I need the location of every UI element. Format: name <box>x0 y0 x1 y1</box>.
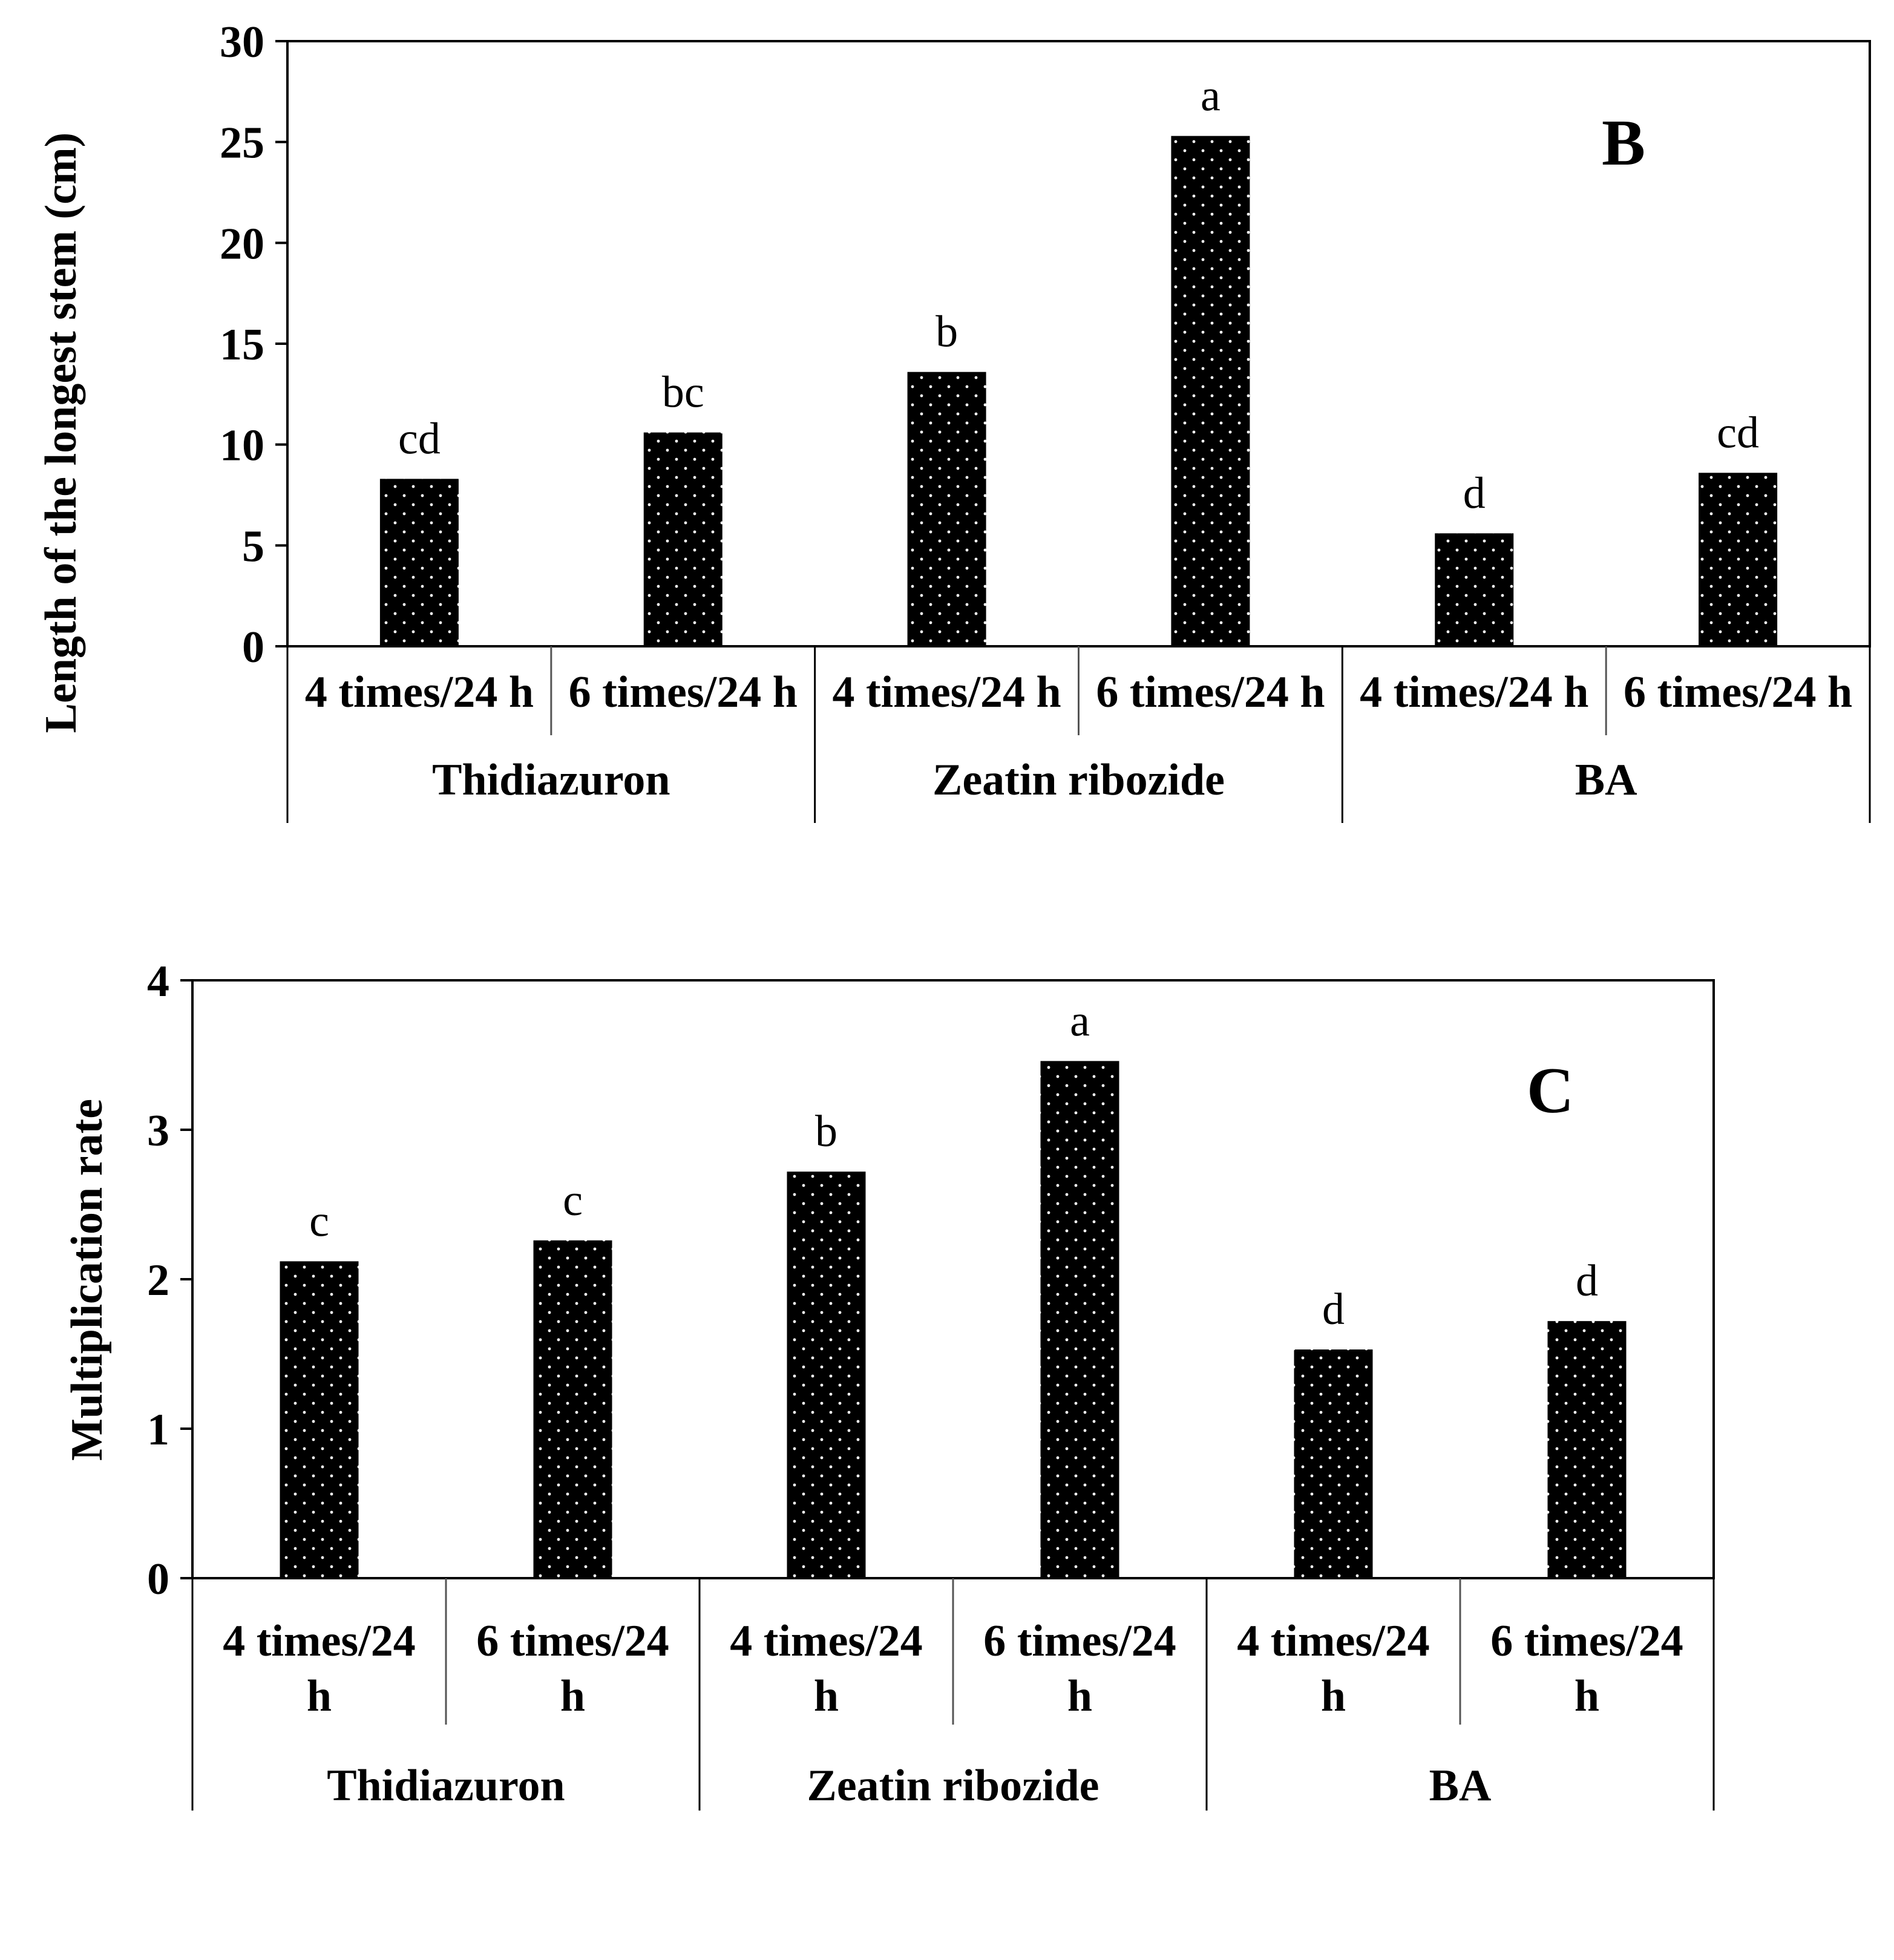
bar <box>533 1240 612 1578</box>
category-label: 6 times/24 <box>983 1616 1176 1666</box>
panel-label: B <box>1602 107 1645 179</box>
y-axis-title: Length of the longest stem (cm) <box>36 133 86 733</box>
category-label: h <box>1575 1671 1599 1721</box>
plot-frame <box>191 979 1715 1579</box>
y-tick-label: 30 <box>220 18 264 67</box>
bar <box>907 372 986 646</box>
y-axis-title: Multiplication rate <box>62 1099 112 1461</box>
significance-letter: a <box>1070 996 1090 1046</box>
group-label: Zeatin ribozide <box>932 755 1225 805</box>
y-tick-label: 0 <box>242 623 264 672</box>
bar <box>787 1172 866 1578</box>
significance-letter: b <box>936 307 958 357</box>
y-tick-label: 1 <box>147 1405 169 1455</box>
significance-letter: d <box>1576 1256 1598 1306</box>
bar <box>1040 1061 1119 1578</box>
category-label: 4 times/24 <box>730 1616 923 1666</box>
category-label: 6 times/24 h <box>1624 667 1852 717</box>
bar <box>1435 533 1514 646</box>
bar <box>1171 136 1250 646</box>
category-label: 4 times/24 <box>223 1616 416 1666</box>
group-label: BA <box>1575 755 1637 805</box>
group-label: Zeatin ribozide <box>807 1761 1099 1811</box>
significance-letter: d <box>1463 468 1486 518</box>
category-label: 6 times/24 h <box>569 667 798 717</box>
significance-letter: cd <box>1717 408 1759 457</box>
category-label: 4 times/24 h <box>832 667 1061 717</box>
group-label: Thidiazuron <box>432 755 670 805</box>
bar <box>643 432 723 646</box>
category-label: 4 times/24 h <box>305 667 534 717</box>
y-tick-label: 5 <box>242 522 264 571</box>
category-label: h <box>560 1671 585 1721</box>
panel-label: C <box>1527 1055 1574 1127</box>
y-tick-label: 4 <box>147 957 169 1006</box>
category-label: 6 times/24 <box>1490 1616 1683 1666</box>
y-tick-label: 3 <box>147 1106 169 1156</box>
bar <box>379 479 459 646</box>
category-label: 4 times/24 h <box>1360 667 1588 717</box>
bar <box>280 1261 359 1578</box>
significance-letter: a <box>1201 71 1221 121</box>
significance-letter: c <box>309 1196 329 1246</box>
bar <box>1547 1321 1627 1578</box>
bar <box>1699 473 1778 646</box>
y-tick-label: 20 <box>220 219 264 269</box>
y-tick-label: 15 <box>220 320 264 370</box>
y-tick-label: 0 <box>147 1555 169 1604</box>
significance-letter: b <box>815 1107 837 1156</box>
group-label: Thidiazuron <box>327 1761 565 1811</box>
significance-letter: cd <box>398 414 441 464</box>
y-tick-label: 2 <box>147 1256 169 1305</box>
bar <box>1294 1349 1373 1578</box>
category-label: 4 times/24 <box>1237 1616 1430 1666</box>
significance-letter: c <box>563 1176 583 1225</box>
y-tick-label: 10 <box>220 421 264 471</box>
category-label: 6 times/24 <box>476 1616 669 1666</box>
y-tick-label: 25 <box>220 119 264 168</box>
chart-b-length-of-longest-stem: 0 5 10 15 20 25 30 Length of the longest stem (… <box>36 18 1871 823</box>
category-label: h <box>307 1671 332 1721</box>
category-label: h <box>1321 1671 1346 1721</box>
group-label: BA <box>1429 1761 1492 1811</box>
category-label: h <box>814 1671 839 1721</box>
category-label: 6 times/24 h <box>1096 667 1325 717</box>
category-label: h <box>1067 1671 1092 1721</box>
significance-letter: d <box>1322 1285 1345 1334</box>
significance-letter: bc <box>662 368 704 418</box>
